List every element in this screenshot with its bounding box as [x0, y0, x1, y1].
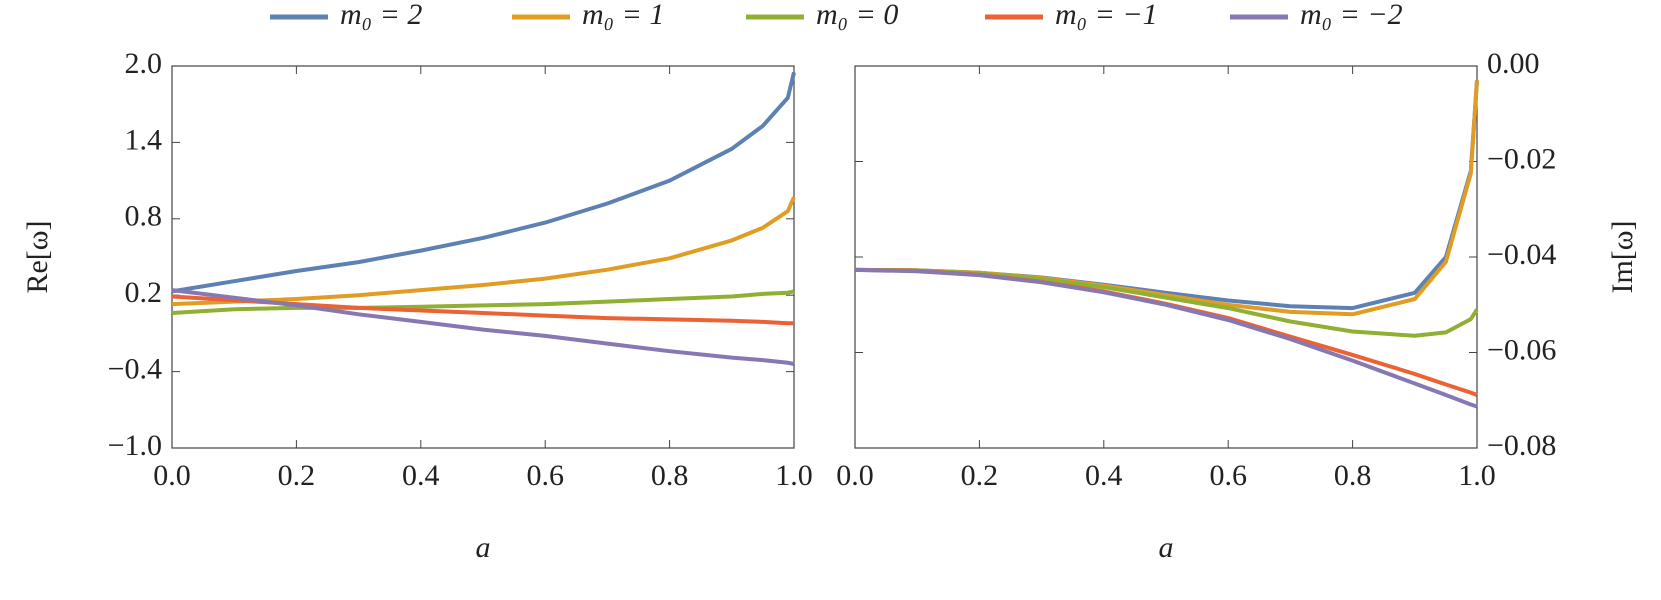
plot-frame [854, 65, 1478, 449]
y-tick-label: 0.8 [125, 200, 163, 233]
x-axis-label: a [1159, 531, 1174, 564]
x-axis-label: a [476, 531, 491, 564]
y-tick-label: −0.4 [108, 352, 162, 385]
x-tick-label: 0.0 [836, 459, 874, 492]
legend-label: m₀ = 2 [340, 0, 422, 31]
series-line [171, 71, 796, 294]
series-line [171, 289, 795, 315]
x-tick-label: 0.8 [1334, 459, 1372, 492]
y-tick-label: 0.2 [125, 276, 163, 309]
series-line [171, 288, 795, 366]
x-tick-label: 0.6 [526, 459, 564, 492]
x-tick-label: 0.2 [278, 459, 316, 492]
x-tick-label: 0.0 [153, 459, 191, 492]
x-tick-label: 0.4 [402, 459, 440, 492]
legend-label: m₀ = 1 [582, 0, 664, 31]
series-line [854, 267, 1478, 409]
y-axis-label: Re[ω] [21, 220, 54, 293]
legend-label: m₀ = −1 [1055, 0, 1158, 31]
legend-label: m₀ = −2 [1300, 0, 1403, 31]
legend-label: m₀ = 0 [816, 0, 898, 31]
plot-frame [171, 65, 795, 449]
y-tick-label: 2.0 [125, 47, 163, 80]
x-tick-label: 0.4 [1085, 459, 1123, 492]
y-tick-label: −0.06 [1487, 333, 1556, 366]
y-tick-label: −0.08 [1487, 429, 1556, 462]
y-tick-label: −0.04 [1487, 238, 1556, 271]
x-tick-label: 0.2 [961, 459, 999, 492]
y-tick-label: 0.00 [1487, 47, 1540, 80]
x-tick-label: 0.8 [651, 459, 689, 492]
x-tick-label: 0.6 [1209, 459, 1247, 492]
x-tick-label: 1.0 [1458, 459, 1496, 492]
y-tick-label: −1.0 [108, 429, 162, 462]
series-line [171, 196, 796, 307]
y-tick-label: 1.4 [125, 123, 163, 156]
y-axis-label: Im[ω] [1606, 220, 1639, 293]
y-tick-label: −0.02 [1487, 142, 1556, 175]
x-tick-label: 1.0 [775, 459, 813, 492]
series-line [854, 80, 1479, 317]
